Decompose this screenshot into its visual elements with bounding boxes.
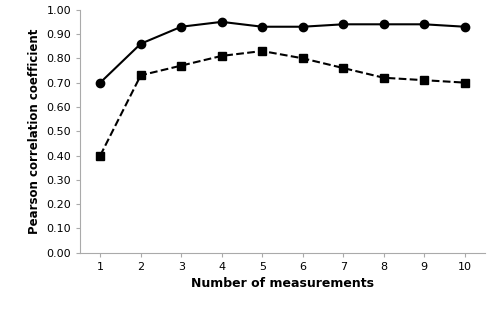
Y-axis label: Pearson correlation coefficient: Pearson correlation coefficient xyxy=(28,29,40,234)
X-axis label: Number of measurements: Number of measurements xyxy=(191,277,374,290)
